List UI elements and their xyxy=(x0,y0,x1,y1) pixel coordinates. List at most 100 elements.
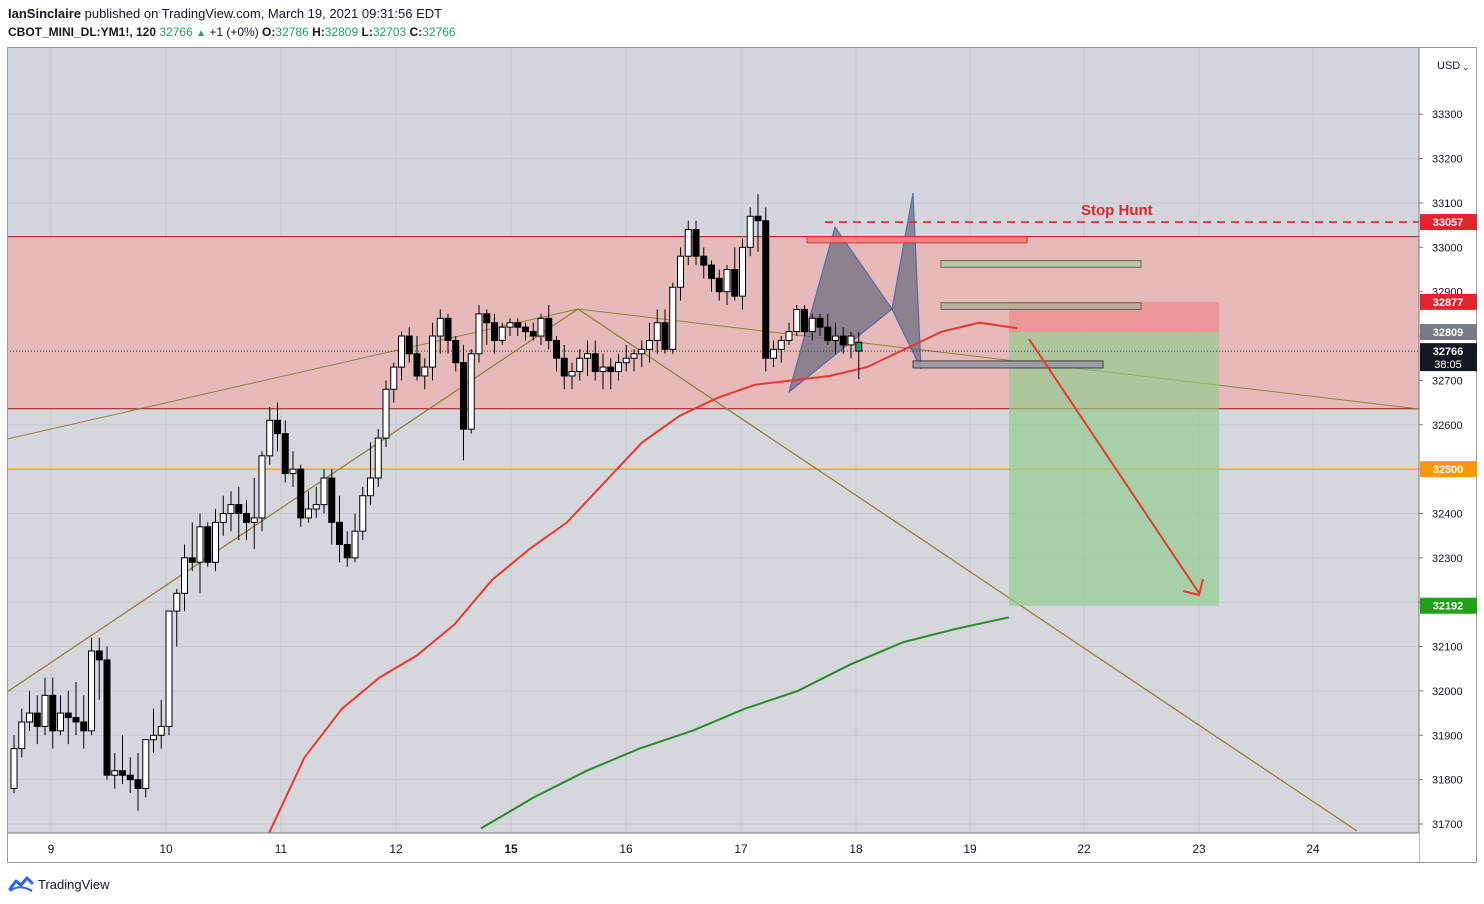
time-tick-label: 15 xyxy=(504,842,518,856)
open-value: 32786 xyxy=(275,25,309,39)
candle-body xyxy=(367,477,374,497)
candles-layer xyxy=(10,194,863,811)
candle-body xyxy=(576,357,584,373)
candle-body xyxy=(607,366,615,373)
candle-body xyxy=(824,326,832,341)
candle-body xyxy=(731,269,739,297)
candle-body xyxy=(10,748,18,790)
high-value: 32809 xyxy=(324,25,359,39)
candle-body xyxy=(723,269,731,293)
price-axis-background[interactable] xyxy=(1419,47,1477,863)
price-tick-label: 31700 xyxy=(1432,819,1463,831)
price-tick-label: 33100 xyxy=(1432,198,1463,210)
time-tick-label: 11 xyxy=(275,842,288,856)
time-tick-label: 16 xyxy=(619,842,633,856)
price-tag-text: 32192 xyxy=(1433,601,1464,613)
candle-body xyxy=(111,770,119,776)
candle-body xyxy=(444,317,452,341)
candle-body xyxy=(18,721,26,750)
price-tick-label: 32700 xyxy=(1432,375,1463,387)
candle-body xyxy=(103,659,111,776)
symbol-name[interactable]: CBOT_MINI_DL:YM1!, 120 xyxy=(8,25,157,39)
symbol-legend: CBOT_MINI_DL:YM1!, 120 32766 ▲ +1 (+0%) … xyxy=(8,24,456,42)
high-label: H: xyxy=(312,25,325,39)
candle-body xyxy=(467,353,475,430)
candle-body xyxy=(359,495,367,532)
candle-body xyxy=(630,353,638,359)
price-chart[interactable]: Stop Hunt 317003180031900320003210032200… xyxy=(6,47,1477,863)
candle-body xyxy=(801,308,808,333)
candle-body xyxy=(204,526,212,563)
moving-averages-layer xyxy=(266,321,1018,838)
publish-info: IanSinclaire published on TradingView.co… xyxy=(8,6,442,22)
candle-body xyxy=(568,371,576,377)
candle-body xyxy=(305,508,312,519)
price-tag-bg xyxy=(1420,343,1477,372)
change-value: +1 (+0%) xyxy=(209,25,259,39)
candle-body xyxy=(336,521,343,546)
candle-body xyxy=(126,774,134,781)
currency-menu-icon[interactable]: ⌄ xyxy=(1462,62,1470,72)
candle-body xyxy=(754,215,762,222)
candle-body xyxy=(553,339,560,359)
time-tick-label: 22 xyxy=(1077,842,1091,856)
order-block-red xyxy=(806,236,1028,244)
time-axis-background[interactable] xyxy=(7,833,1419,863)
candle-body xyxy=(157,725,165,736)
trendline-rising xyxy=(6,308,579,693)
candle-body xyxy=(793,308,801,333)
price-tick-label: 32300 xyxy=(1432,553,1463,565)
candle-body xyxy=(599,366,607,373)
stop-hunt-label: Stop Hunt xyxy=(1081,202,1153,219)
candle-body xyxy=(816,317,824,328)
price-tag-text: 33057 xyxy=(1433,217,1464,229)
price-tick-label: 32100 xyxy=(1432,642,1463,654)
candle-body xyxy=(847,335,855,346)
candle-body xyxy=(150,734,157,741)
candle-body xyxy=(57,712,64,732)
candle-body xyxy=(374,437,382,479)
candle-body xyxy=(64,712,72,719)
price-tag-bg xyxy=(1420,293,1477,310)
candle-body xyxy=(80,721,88,732)
candle-body xyxy=(537,317,545,337)
candle-body xyxy=(312,504,320,510)
trendline-neckline xyxy=(577,308,1420,410)
price-tick-label: 33200 xyxy=(1432,154,1463,166)
order-block-3 xyxy=(912,360,1104,369)
footer-brand-text[interactable]: TradingView xyxy=(38,876,110,892)
author-name[interactable]: IanSinclaire xyxy=(8,6,81,21)
tradingview-logo-icon[interactable] xyxy=(8,875,34,893)
candle-body xyxy=(227,504,235,514)
candle-body xyxy=(289,468,297,475)
candle-body xyxy=(692,229,700,257)
candle-body xyxy=(33,712,41,727)
candle-body xyxy=(188,557,196,563)
candle-body xyxy=(142,739,150,790)
candle-body xyxy=(452,339,460,364)
price-tag-text: 32766 xyxy=(1433,346,1464,358)
candle-body xyxy=(134,779,142,790)
price-tick-label: 33000 xyxy=(1432,242,1463,254)
low-label: L: xyxy=(361,25,373,39)
candle-body xyxy=(413,353,421,377)
close-value: 32766 xyxy=(422,25,456,39)
overlays-layer xyxy=(1028,338,1204,597)
price-tag-bg xyxy=(1420,461,1477,478)
candle-body xyxy=(390,366,398,390)
price-tag-text: 32877 xyxy=(1433,297,1464,309)
candle-body xyxy=(739,246,746,297)
candle-body xyxy=(88,650,95,732)
candle-body xyxy=(677,255,684,288)
price-tick-label: 32000 xyxy=(1432,686,1463,698)
published-text: published on TradingView.com, March 19, … xyxy=(84,6,443,21)
candle-body xyxy=(196,526,204,563)
chart-container[interactable]: Stop Hunt 317003180031900320003210032200… xyxy=(6,47,1477,863)
close-label: C: xyxy=(409,25,423,39)
candle-body xyxy=(777,339,785,350)
candle-body xyxy=(72,717,80,723)
candle-body xyxy=(646,339,653,350)
candle-body xyxy=(181,557,188,594)
time-tick-label: 23 xyxy=(1192,842,1206,856)
time-tick-label: 19 xyxy=(963,842,977,856)
